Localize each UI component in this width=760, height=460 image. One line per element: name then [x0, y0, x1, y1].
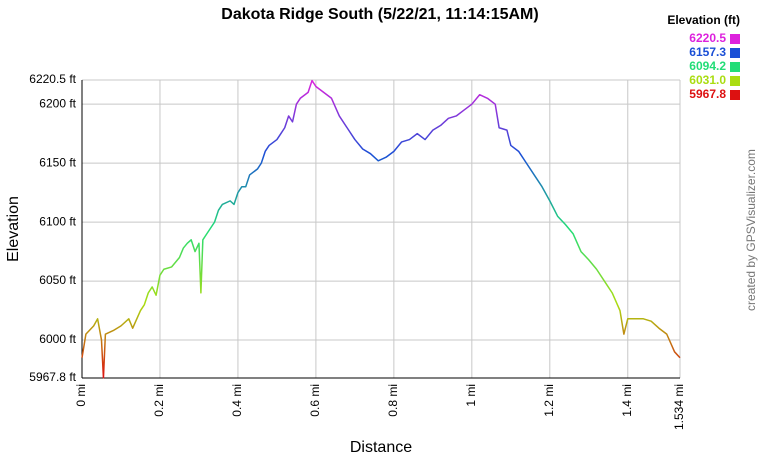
y-tick-label: 5967.8 ft	[29, 370, 76, 384]
legend-swatch	[730, 76, 740, 86]
x-tick-label: 1 mi	[464, 384, 478, 407]
y-tick-label: 6150 ft	[39, 155, 76, 169]
legend-swatch	[730, 48, 740, 58]
y-tick-label: 6220.5 ft	[29, 72, 76, 86]
x-tick-label: 1.2 mi	[542, 384, 556, 417]
x-tick-label: 0.2 mi	[152, 384, 166, 417]
credit: created by GPSVisualizer.com	[744, 149, 758, 311]
legend-title: Elevation (ft)	[667, 13, 740, 27]
legend-swatch	[730, 34, 740, 44]
y-tick-label: 6100 ft	[39, 214, 76, 228]
x-tick-label: 0.6 mi	[308, 384, 322, 417]
legend-label: 6157.3	[689, 45, 726, 59]
y-tick-label: 6000 ft	[39, 332, 76, 346]
legend-label: 5967.8	[689, 87, 726, 101]
legend-label: 6031.0	[689, 73, 726, 87]
y-axis-label: Elevation	[5, 196, 22, 262]
legend-swatch	[730, 62, 740, 72]
y-tick-label: 6200 ft	[39, 96, 76, 110]
x-tick-label: 0.4 mi	[230, 384, 244, 417]
legend-label: 6220.5	[689, 31, 726, 45]
x-tick-label: 0.8 mi	[386, 384, 400, 417]
x-tick-label: 1.534 mi	[672, 384, 686, 430]
legend-label: 6094.2	[689, 59, 726, 73]
chart-title: Dakota Ridge South (5/22/21, 11:14:15AM)	[221, 6, 538, 23]
x-axis-label: Distance	[350, 439, 412, 456]
x-tick-label: 1.4 mi	[620, 384, 634, 417]
y-tick-label: 6050 ft	[39, 273, 76, 287]
elevation-line	[81, 79, 681, 379]
legend-swatch	[730, 90, 740, 100]
x-tick-label: 0 mi	[74, 384, 88, 407]
